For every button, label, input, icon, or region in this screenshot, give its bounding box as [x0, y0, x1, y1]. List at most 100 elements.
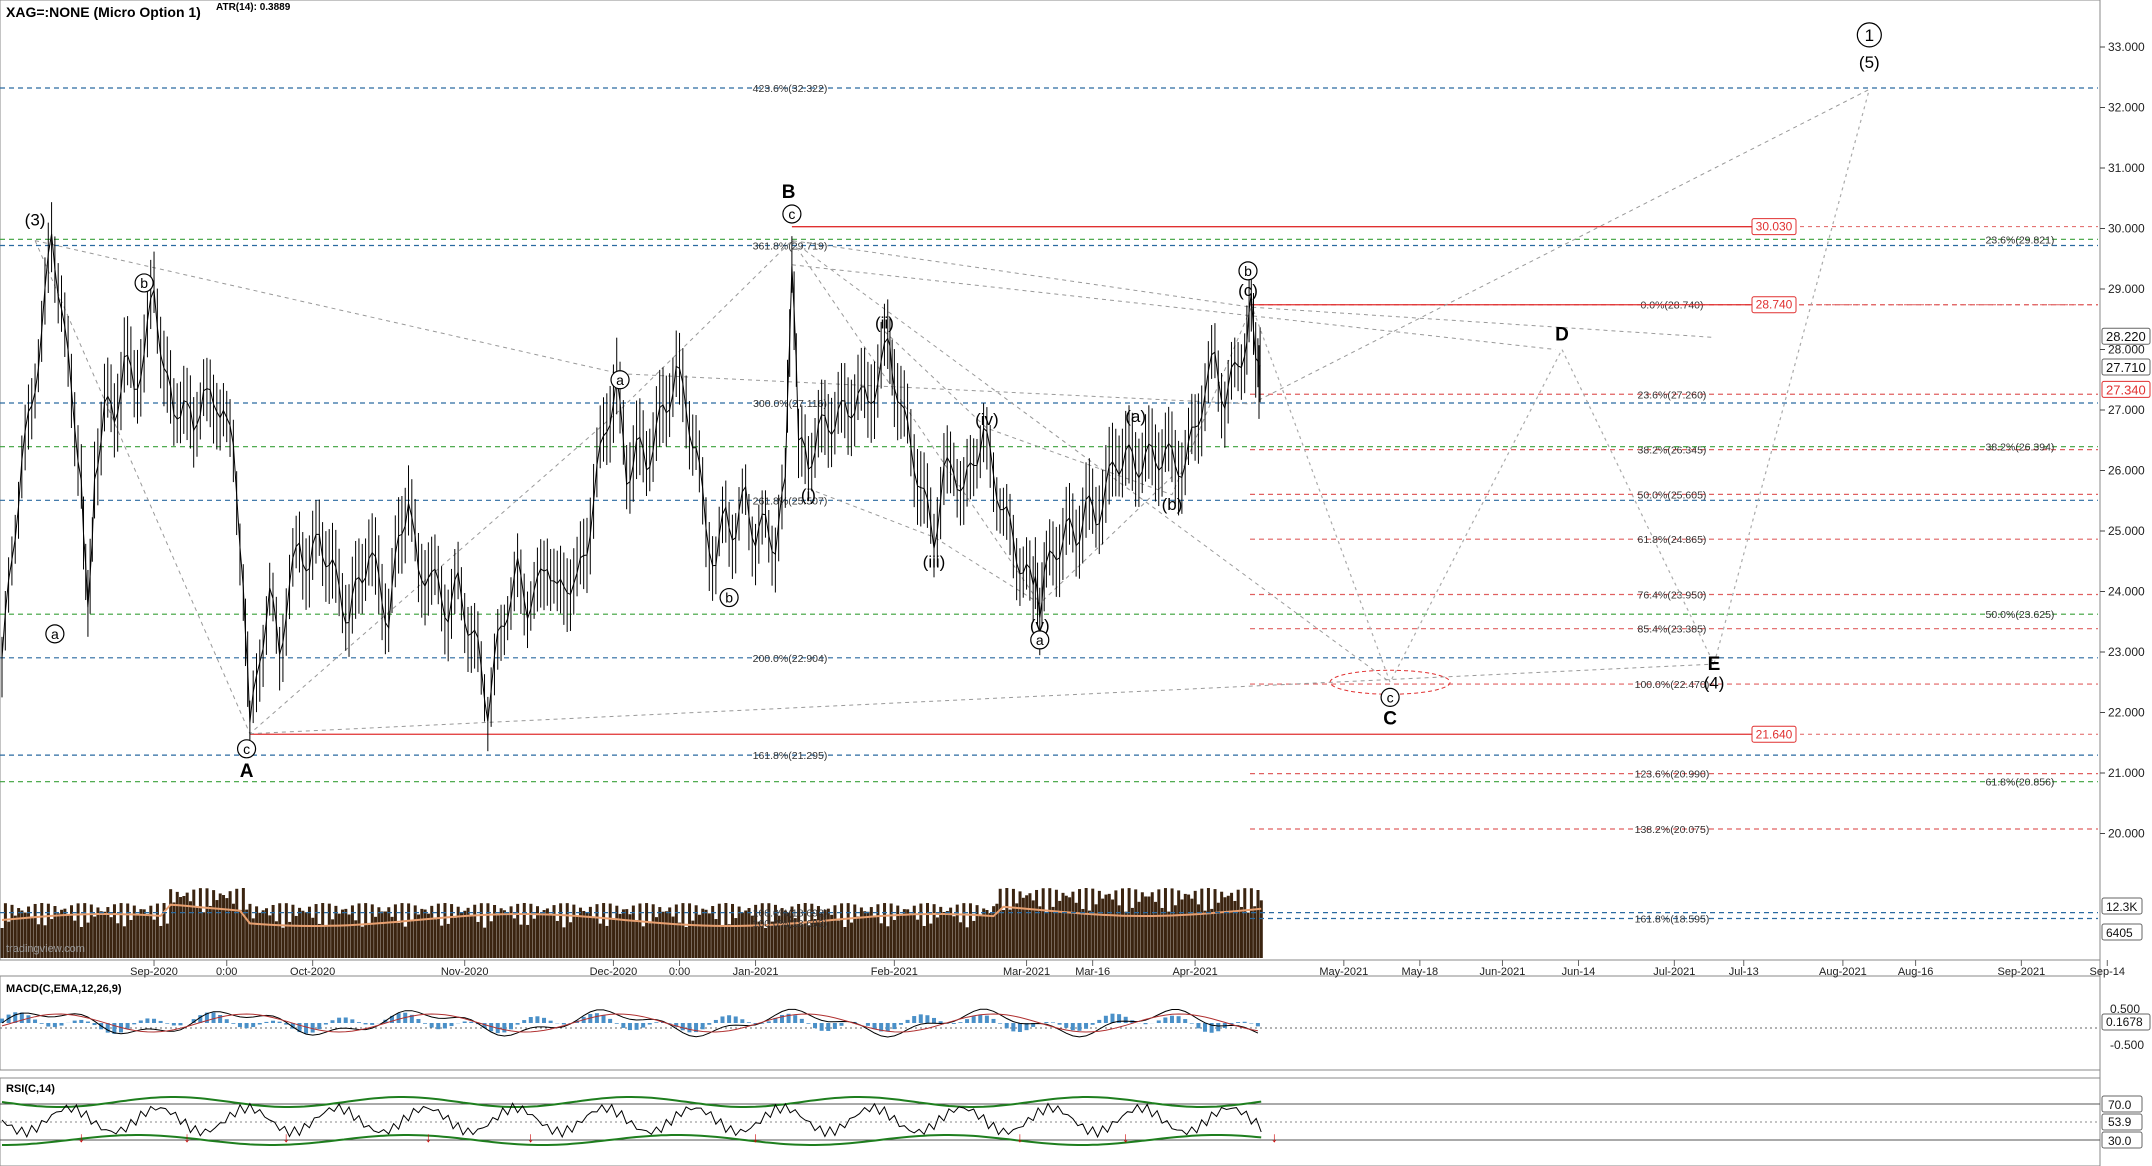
macd-histogram-bar [1242, 1021, 1247, 1023]
volume-bar [906, 909, 910, 958]
volume-bar [241, 888, 245, 958]
volume-bar [873, 917, 877, 958]
volume-bar [436, 903, 440, 958]
volume-bar [1140, 892, 1144, 958]
volume-bar [955, 904, 959, 958]
volume-bar [251, 918, 255, 958]
wave-label-circle [782, 204, 802, 224]
volume-bar [502, 910, 506, 958]
macd-histogram-bar [978, 1014, 983, 1023]
volume-bar [1018, 891, 1022, 958]
volume-bar [717, 903, 721, 958]
volume-bar [952, 916, 956, 958]
volume-bar [1213, 889, 1217, 958]
volume-bar [215, 900, 219, 958]
volume-bar [387, 907, 391, 958]
volume-bar [231, 903, 235, 958]
volume-bar [1160, 907, 1164, 958]
volume-bar [311, 917, 315, 958]
volume-bar [288, 921, 292, 958]
wave-label: C [1383, 709, 1397, 730]
rsi-value-label: 53.9 [2108, 1115, 2132, 1129]
volume-bar [56, 913, 60, 958]
time-tick-label: Jun-2021 [1480, 966, 1526, 978]
volume-bar [1200, 888, 1204, 958]
wave-label: A [240, 761, 254, 782]
volume-bar [902, 909, 906, 958]
volume-bar [129, 919, 133, 958]
volume-bar [400, 903, 404, 958]
volume-bar [549, 915, 553, 958]
volume-bar [265, 908, 268, 958]
volume-bar [575, 916, 579, 958]
macd-histogram-bar [991, 1018, 996, 1023]
volume-bar [383, 911, 387, 958]
macd-histogram-bar [409, 1014, 414, 1023]
volume-bar [413, 905, 417, 958]
volume-bar [651, 904, 655, 958]
volume-bar [1206, 888, 1210, 958]
volume-bar [195, 907, 199, 958]
volume-bar [1031, 900, 1035, 958]
volume-bar [509, 906, 513, 958]
time-tick-label: Feb-2021 [871, 966, 918, 978]
volume-bar [1220, 891, 1224, 958]
wave-label-circle [719, 587, 739, 608]
macd-histogram-bar [1077, 1023, 1082, 1031]
volume-bar [866, 911, 870, 958]
macd-histogram-bar [793, 1015, 798, 1023]
wave-label: (c) [1238, 281, 1258, 300]
volume-bar [1236, 889, 1240, 958]
volume-bar [631, 905, 635, 958]
wave-label: (iv) [975, 410, 999, 429]
volume-bar [542, 910, 546, 958]
volume-bar [1223, 897, 1227, 958]
macd-histogram-bar [290, 1023, 295, 1029]
macd-histogram-bar [799, 1018, 804, 1023]
rsi-signal-arrow: ↓ [752, 1129, 759, 1145]
volume-bar [443, 903, 447, 958]
volume-bar [1117, 905, 1121, 958]
time-axis[interactable]: Sep-2020 0:00 Oct-2020 Nov-2020 Dec-2020 0:00… [0, 959, 2152, 978]
volume-bar [1253, 906, 1257, 958]
macd-histogram-bar [19, 1012, 24, 1023]
macd-histogram-bar [1103, 1015, 1108, 1023]
time-tick-label: Apr-2021 [1172, 966, 1217, 978]
price-tick-label: 23.000 [2108, 645, 2145, 659]
macd-histogram-bar [489, 1023, 494, 1032]
macd-histogram-bar [304, 1023, 309, 1034]
volume-bar [1127, 888, 1131, 958]
volume-bar [278, 903, 282, 958]
macd-tick-label: -0.500 [2110, 1038, 2144, 1052]
volume-bar [773, 904, 777, 958]
fib-level-label: 50.0%(23.625) [1986, 609, 2055, 621]
volume-bar [198, 888, 202, 958]
watermark: tradingview.com [6, 943, 85, 955]
wave-label: (5) [1859, 53, 1880, 72]
macd-histogram-bar [1064, 1023, 1069, 1028]
macd-histogram-bar [251, 1023, 256, 1028]
wave-label: (ii) [875, 313, 894, 332]
volume-bar [3, 903, 7, 958]
volume-tick-label: 6405 [2106, 926, 2133, 940]
volume-bar [20, 910, 24, 958]
macd-histogram-bar [951, 1023, 956, 1024]
wave-label: (b) [1162, 495, 1183, 514]
volume-bar [797, 903, 801, 958]
volume-bar [734, 918, 738, 958]
macd-histogram-bar [879, 1023, 884, 1032]
volume-bar [671, 916, 675, 958]
price-marker-box [2101, 380, 2151, 398]
volume-bar [1087, 910, 1091, 958]
volume-bar [1097, 890, 1101, 958]
volume-bar [654, 917, 658, 958]
key-level-box [1751, 218, 1797, 236]
volume-bar [403, 926, 407, 958]
volume-bar [258, 912, 262, 958]
volume-bar [222, 895, 226, 958]
volume-bar [1091, 888, 1095, 958]
price-axis[interactable]: 33.000 32.000 31.000 30.000 29.000 28.000 27.0… [2100, 40, 2151, 841]
volume-bar [912, 905, 916, 958]
macd-histogram-bar [389, 1015, 394, 1023]
